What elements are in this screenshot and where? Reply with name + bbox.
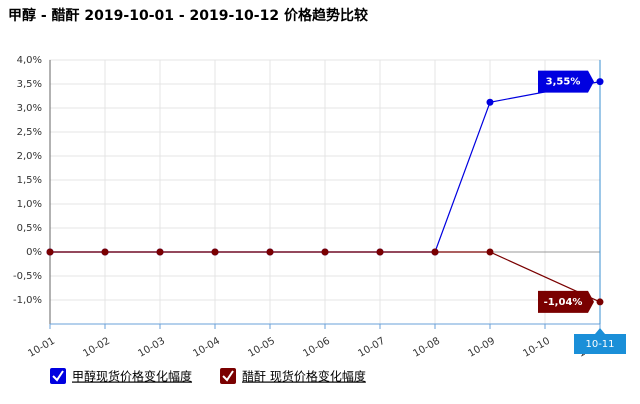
data-point <box>101 248 109 256</box>
crosshair-label-box <box>574 328 626 354</box>
y-tick-label: -0,5% <box>13 271 42 282</box>
y-tick-label: -1,0% <box>13 295 42 306</box>
legend-checkbox <box>220 368 237 384</box>
data-point <box>46 248 54 256</box>
legend-label: 醋酐 现货价格变化幅度 <box>242 369 366 384</box>
x-tick-label: 10-08 <box>411 336 442 360</box>
data-point <box>211 248 219 256</box>
y-tick-label: 1,5% <box>17 175 42 186</box>
x-tick-label: 10-07 <box>356 336 387 360</box>
value-label-box <box>538 70 594 93</box>
x-tick-label: 10-06 <box>301 336 332 360</box>
y-tick-label: 4,0% <box>17 55 42 66</box>
data-point <box>486 248 494 256</box>
data-point <box>376 248 384 256</box>
y-tick-label: 2,5% <box>17 127 42 138</box>
value-label: -1,04% <box>544 297 583 308</box>
value-label-box <box>538 290 594 313</box>
series-line <box>50 251 601 303</box>
chart-title: 甲醇 - 醋酐 2019-10-01 - 2019-10-12 价格趋势比较 <box>8 7 368 24</box>
crosshair-label: 10-11 <box>585 339 614 350</box>
legend-item[interactable]: 醋酐 现货价格变化幅度 <box>220 368 366 384</box>
x-tick-label: 10-01 <box>26 336 57 360</box>
y-tick-label: 0% <box>26 247 42 258</box>
data-point <box>486 98 494 106</box>
y-tick-label: 3,5% <box>17 79 42 90</box>
legend-label: 甲醇现货价格变化幅度 <box>72 369 192 384</box>
y-tick-label: 2,0% <box>17 151 42 162</box>
y-tick-label: 0,5% <box>17 223 42 234</box>
legend-checkbox <box>50 368 66 384</box>
legend-check <box>52 370 64 382</box>
x-tick-label: 10-04 <box>191 336 222 360</box>
x-tick-label: 10-02 <box>81 336 112 360</box>
value-label: 3,55% <box>546 77 581 88</box>
x-tick-label: 10-10 <box>521 336 552 360</box>
data-point <box>596 78 604 86</box>
y-tick-label: 1,0% <box>17 199 42 210</box>
x-tick-label: 10-03 <box>136 336 167 360</box>
x-tick-label: 10-09 <box>466 336 497 360</box>
y-tick-label: 3,0% <box>17 103 42 114</box>
data-point <box>321 248 329 256</box>
data-point <box>266 248 274 256</box>
data-point <box>596 298 604 306</box>
data-point <box>156 248 164 256</box>
legend-check <box>222 370 234 382</box>
legend-item[interactable]: 甲醇现货价格变化幅度 <box>50 368 192 384</box>
x-tick-label: 10-05 <box>246 336 277 360</box>
data-point <box>431 248 439 256</box>
